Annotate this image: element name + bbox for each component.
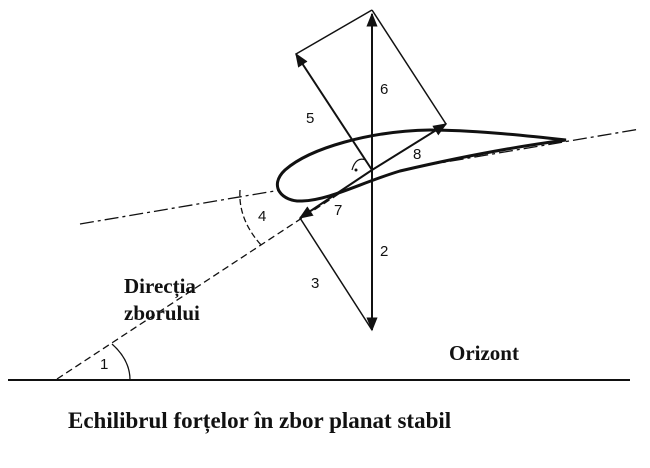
angle-arc-4 [239,189,263,247]
angle-arc-1 [111,343,131,381]
label-6: 6 [380,81,388,98]
label-7: 7 [334,202,342,219]
flight-direction-label-line2: zborului [124,301,200,325]
diagram-caption: Echilibrul forțelor în zbor planat stabi… [68,408,451,434]
label-5: 5 [306,110,314,127]
label-1: 1 [100,356,108,373]
horizon-label: Orizont [449,341,519,365]
vector-5-lift [295,52,373,171]
right-angle-marker [351,158,367,171]
parallelogram-side-upper-left [295,9,373,55]
airfoil [275,128,567,203]
label-3: 3 [311,275,319,292]
label-8: 8 [413,146,421,163]
flight-direction-line [56,171,373,380]
label-2: 2 [380,243,388,260]
label-4: 4 [258,208,266,225]
flight-direction-label-line1: Direcția [124,274,196,299]
construction-line-3 [299,217,373,331]
vector-7-thrust [298,169,373,219]
center-point [354,168,358,172]
vector-8-drag [371,123,448,171]
parallelogram-side-upper-right [371,9,447,125]
